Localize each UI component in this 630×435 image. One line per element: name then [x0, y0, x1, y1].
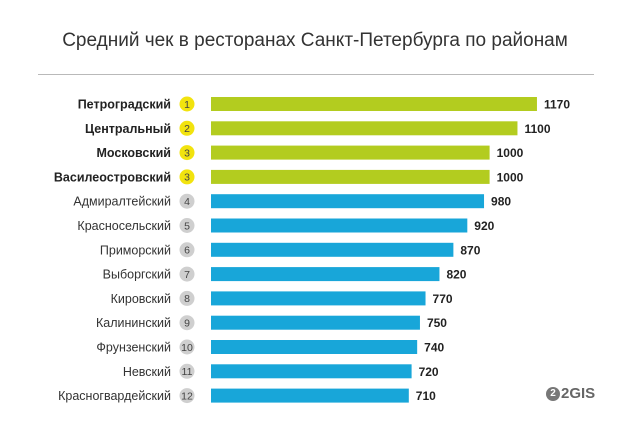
category-label: Калининский	[96, 316, 171, 330]
value-label: 1000	[497, 146, 524, 160]
value-label: 920	[474, 219, 494, 233]
rank-badge	[179, 96, 195, 112]
rank-number: 6	[184, 245, 190, 257]
rank-badge	[179, 120, 195, 136]
bar	[211, 145, 490, 160]
bar	[211, 218, 468, 233]
rank-badge	[179, 388, 195, 404]
rank-number: 2	[184, 123, 190, 135]
rank-badge	[179, 363, 195, 379]
rank-badge	[179, 169, 195, 185]
chart-title: Средний чек в ресторанах Санкт-Петербург…	[62, 30, 568, 51]
logo-mark-icon: 2	[546, 386, 560, 401]
bar	[211, 169, 490, 184]
value-label: 740	[424, 341, 444, 355]
rank-number: 8	[184, 293, 190, 305]
value-label: 980	[491, 195, 511, 209]
bar	[211, 194, 485, 209]
rank-number: 1	[184, 99, 190, 111]
rank-number: 10	[181, 342, 193, 354]
category-label: Московский	[96, 146, 171, 160]
rank-badge	[179, 266, 195, 282]
logo-text: 2GIS	[561, 385, 596, 402]
bar	[211, 121, 518, 136]
category-label: Василеостровский	[54, 170, 171, 184]
category-label: Центральный	[85, 122, 171, 136]
rank-badge	[179, 242, 195, 258]
rank-badge	[179, 193, 195, 209]
category-label: Кировский	[111, 292, 171, 306]
bar	[211, 364, 412, 379]
category-label: Красносельский	[77, 219, 171, 233]
value-label: 750	[427, 316, 447, 330]
value-label: 710	[416, 389, 436, 403]
rank-number: 5	[184, 220, 190, 232]
value-label: 770	[433, 292, 453, 306]
value-label: 820	[446, 268, 466, 282]
category-label: Адмиралтейский	[73, 195, 171, 209]
value-label: 1170	[544, 98, 570, 112]
logo: 2 2GIS	[546, 385, 595, 402]
rank-number: 7	[184, 269, 190, 281]
bar	[211, 340, 418, 354]
bar	[211, 97, 537, 111]
rank-badge	[179, 218, 195, 233]
category-label: Красногвардейский	[58, 389, 171, 403]
rank-number: 3	[184, 147, 190, 159]
value-label: 870	[460, 243, 480, 257]
rank-badge	[179, 145, 195, 161]
bar	[211, 315, 420, 330]
bar	[211, 242, 454, 257]
rank-number: 3	[184, 172, 190, 184]
rank-badge	[179, 290, 195, 306]
bar	[211, 267, 440, 282]
bar	[211, 388, 409, 403]
rank-badge	[179, 339, 195, 355]
category-label: Приморский	[100, 243, 171, 257]
category-label: Петроградский	[78, 98, 171, 112]
value-label: 720	[419, 365, 439, 379]
title-divider	[38, 74, 594, 75]
rank-number: 4	[184, 196, 190, 208]
value-label: 1100	[524, 122, 550, 136]
rank-number: 11	[182, 366, 193, 378]
category-label: Невский	[123, 365, 171, 379]
value-label: 1000	[497, 170, 524, 184]
rank-number: 12	[181, 390, 193, 402]
rank-badge	[179, 315, 195, 331]
rank-number: 9	[184, 318, 190, 330]
bar	[211, 291, 426, 306]
category-label: Выборгский	[103, 268, 171, 282]
category-label: Фрунзенский	[96, 341, 171, 355]
